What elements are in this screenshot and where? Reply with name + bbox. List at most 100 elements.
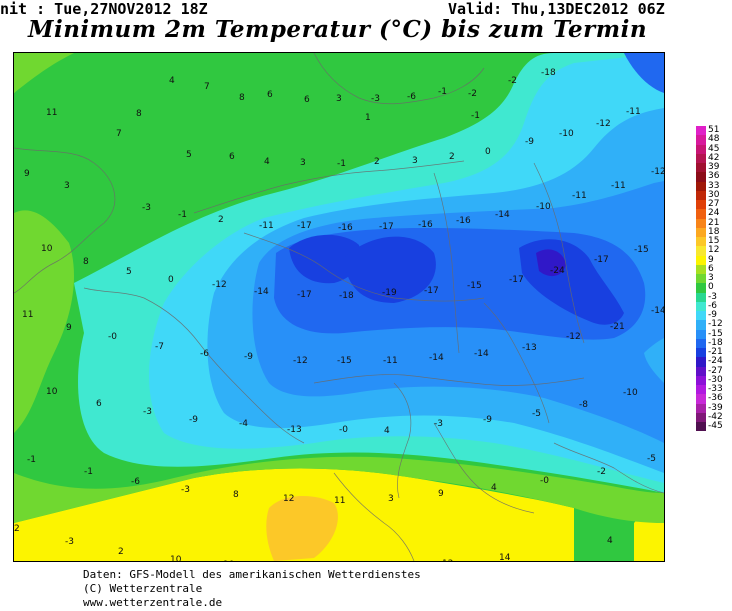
temperature-value-label: -1 xyxy=(438,87,447,97)
temperature-value-label: 2 xyxy=(118,547,124,557)
temperature-value-label: -12 xyxy=(651,167,664,177)
legend-entry: 42 xyxy=(696,152,732,163)
temperature-value-label: -0 xyxy=(108,332,117,342)
temperature-value-label: 4 xyxy=(491,483,497,493)
temperature-value-label: -16 xyxy=(418,220,433,230)
legend-swatch xyxy=(696,153,706,163)
legend-entry: -39 xyxy=(696,403,732,413)
temperature-value-label: 7 xyxy=(116,129,122,139)
legend-entry: -21 xyxy=(696,347,732,358)
field-band-core-east-deep xyxy=(536,249,566,277)
temperature-value-label: 8 xyxy=(233,490,239,500)
temperature-value-label: -3 xyxy=(142,203,151,213)
temperature-value-label: 3 xyxy=(336,94,342,104)
footer-copyright: (C) Wetterzentrale xyxy=(83,582,203,595)
temperature-value-label: -14 xyxy=(254,287,269,297)
legend-value: -3 xyxy=(708,291,717,302)
legend-swatch xyxy=(696,292,706,302)
footer-website-link[interactable]: www.wetterzentrale.de xyxy=(83,596,223,609)
temperature-value-label: -9 xyxy=(189,415,198,425)
temperature-value-label: -21 xyxy=(610,322,625,332)
legend-entry: 21 xyxy=(696,218,732,228)
temperature-value-label: -16 xyxy=(456,216,471,226)
field-band-east-edge xyxy=(644,338,664,383)
legend-value: 12 xyxy=(708,245,720,256)
temperature-value-label: -1 xyxy=(178,210,187,220)
legend-entry: -36 xyxy=(696,393,732,404)
legend-value: -6 xyxy=(708,300,717,311)
legend-entry: -12 xyxy=(696,319,732,330)
legend-swatch xyxy=(696,237,706,247)
legend-value: 42 xyxy=(708,152,720,163)
temperature-value-label: -13 xyxy=(287,425,302,435)
legend-value: -27 xyxy=(708,365,723,376)
field-band-lightgreen xyxy=(14,53,74,433)
temperature-value-label: -3 xyxy=(143,407,152,417)
legend-entry: 9 xyxy=(696,255,732,265)
map-borders xyxy=(14,53,664,561)
temperature-value-label: -11 xyxy=(572,191,587,201)
legend-value: 24 xyxy=(708,208,720,219)
legend-value: 15 xyxy=(708,236,720,246)
temperature-value-label: -11 xyxy=(611,181,626,191)
temperature-value-label: 6 xyxy=(96,399,102,409)
temperature-map[interactable]: 4 7 6 8 6 3 -3 -6 -1 -2 -2 -18 11 8 1 -1 -11 -12 7 -9 -10 5 6 4… xyxy=(13,52,665,562)
color-legend: 51 48 45 42 39 36 33 30 27 24 21 18 15 12 9 6 3 0 -3 -6 -9 -1… xyxy=(696,125,732,432)
temperature-value-label: -4 xyxy=(239,419,248,429)
legend-value: -15 xyxy=(708,328,723,339)
temperature-value-label: 11 xyxy=(334,496,345,506)
legend-entry: 12 xyxy=(696,245,732,256)
legend-swatch xyxy=(696,190,706,200)
temperature-value-label: 5 xyxy=(186,150,192,160)
temperature-value-label: -18 xyxy=(541,68,556,78)
temperature-value-label: 9 xyxy=(66,323,72,333)
temperature-value-label: 9 xyxy=(24,169,30,179)
temperature-value-label: 10 xyxy=(41,244,53,254)
temperature-value-label: -0 xyxy=(339,425,348,435)
legend-value: 45 xyxy=(708,143,720,154)
footer-data-source: Daten: GFS-Modell des amerikanischen Wet… xyxy=(83,568,421,581)
legend-entry: 0 xyxy=(696,282,732,293)
field-band-lightgreen-south xyxy=(14,456,664,523)
legend-swatch xyxy=(696,255,706,265)
legend-swatch xyxy=(696,301,706,311)
temperature-value-label: 4 xyxy=(264,157,270,167)
legend-entry: -30 xyxy=(696,375,732,385)
temperature-value-label: -1 xyxy=(84,467,93,477)
legend-swatch xyxy=(696,246,706,256)
temperature-value-label: -14 xyxy=(429,353,444,363)
temperature-value-label: -15 xyxy=(467,281,482,291)
legend-swatch xyxy=(696,283,706,293)
temperature-value-label: 4 xyxy=(384,426,390,436)
legend-swatch xyxy=(696,274,706,284)
legend-entry: 15 xyxy=(696,236,732,247)
temperature-value-label: -3 xyxy=(65,537,74,547)
temperature-value-label: -9 xyxy=(525,137,534,147)
temperature-value-label: -11 xyxy=(383,356,398,366)
legend-swatch xyxy=(696,320,706,330)
legend-entry: -3 xyxy=(696,291,732,302)
legend-value: -18 xyxy=(708,337,723,348)
legend-entry: -18 xyxy=(696,337,732,348)
temperature-value-label: -2 xyxy=(508,76,517,86)
temperature-value-label: 11 xyxy=(22,310,33,320)
temperature-value-label: -18 xyxy=(339,291,354,301)
temperature-value-label: -6 xyxy=(131,477,140,487)
legend-swatch xyxy=(696,375,706,385)
temperature-value-label: -10 xyxy=(536,202,551,212)
legend-swatch xyxy=(696,209,706,219)
temperature-value-label: -11 xyxy=(259,221,274,231)
temperature-value-label: 12 xyxy=(442,559,453,561)
legend-value: 48 xyxy=(708,134,720,145)
temperature-value-label: 6 xyxy=(304,95,310,105)
legend-swatch xyxy=(696,338,706,348)
legend-swatch xyxy=(696,163,706,173)
legend-swatch xyxy=(696,264,706,274)
temperature-value-label: 6 xyxy=(267,90,273,100)
legend-entry: 51 xyxy=(696,125,732,136)
legend-value: -36 xyxy=(708,393,723,404)
legend-entry: 27 xyxy=(696,199,732,210)
legend-entry: -33 xyxy=(696,384,732,395)
legend-value: 27 xyxy=(708,199,720,209)
temperature-value-label: -0 xyxy=(540,476,549,486)
